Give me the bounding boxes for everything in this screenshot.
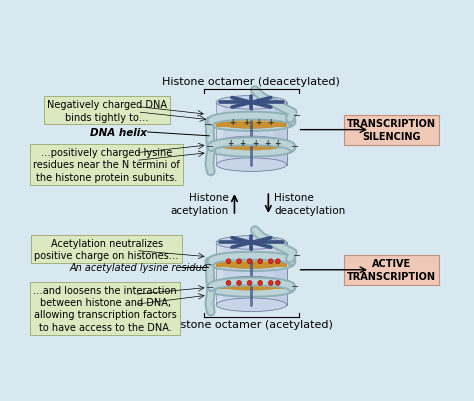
Bar <box>216 146 287 165</box>
Text: +: + <box>268 117 274 126</box>
Bar <box>216 141 287 149</box>
Ellipse shape <box>216 279 287 293</box>
Text: Acetylation neutralizes
positive charge on histones…: Acetylation neutralizes positive charge … <box>35 238 179 261</box>
Text: +: + <box>264 139 270 148</box>
Bar <box>274 146 287 165</box>
Bar <box>216 125 287 144</box>
Ellipse shape <box>216 115 287 129</box>
Text: Histone
deacetylation: Histone deacetylation <box>274 193 346 215</box>
Ellipse shape <box>275 259 280 264</box>
Bar <box>216 141 287 144</box>
Bar <box>274 265 287 284</box>
Bar <box>216 146 223 165</box>
Ellipse shape <box>216 279 287 291</box>
Ellipse shape <box>237 259 241 264</box>
Ellipse shape <box>216 117 287 130</box>
Bar <box>216 259 287 262</box>
Text: +: + <box>275 139 281 148</box>
Bar <box>216 243 223 262</box>
Ellipse shape <box>216 298 287 312</box>
Ellipse shape <box>216 158 287 172</box>
Text: +: + <box>227 139 233 148</box>
Text: Histone
acetylation: Histone acetylation <box>170 193 228 215</box>
Text: +: + <box>243 117 249 126</box>
Text: TRANSCRIPTION
SILENCING: TRANSCRIPTION SILENCING <box>347 119 436 142</box>
Text: ACTIVE
TRANSCRIPTION: ACTIVE TRANSCRIPTION <box>347 259 436 282</box>
Ellipse shape <box>216 236 287 249</box>
Text: +: + <box>229 117 235 126</box>
Ellipse shape <box>216 96 287 110</box>
Text: +: + <box>255 117 262 126</box>
Bar <box>216 281 287 289</box>
Bar <box>216 265 223 284</box>
Text: −: − <box>291 281 299 291</box>
Ellipse shape <box>216 255 287 269</box>
Ellipse shape <box>258 259 263 264</box>
Text: +: + <box>239 139 246 148</box>
Ellipse shape <box>247 259 252 264</box>
Text: −: − <box>206 282 214 292</box>
Text: −: − <box>204 260 212 269</box>
Text: …and loosens the interaction
between histone and DNA,
allowing transcription fac: …and loosens the interaction between his… <box>33 285 177 332</box>
Bar <box>216 119 287 128</box>
Text: Histone octamer (acetylated): Histone octamer (acetylated) <box>170 319 333 329</box>
Bar <box>274 125 287 144</box>
Bar <box>274 243 287 262</box>
Bar <box>216 265 287 284</box>
Ellipse shape <box>216 139 287 151</box>
Ellipse shape <box>226 281 231 286</box>
Text: −: − <box>206 142 214 152</box>
Ellipse shape <box>247 281 252 286</box>
Text: −: − <box>293 111 301 121</box>
Text: +: + <box>252 139 258 148</box>
Text: −: − <box>293 251 301 260</box>
Text: Negatively charged DNA
binds tightly to…: Negatively charged DNA binds tightly to… <box>46 100 167 122</box>
Bar <box>216 119 287 123</box>
Text: −: − <box>204 120 212 130</box>
Bar <box>216 259 287 267</box>
Ellipse shape <box>216 118 287 132</box>
Bar <box>216 125 223 144</box>
Text: …positively charged lysine
residues near the N termini of
the histone protein su: …positively charged lysine residues near… <box>33 148 180 182</box>
Ellipse shape <box>216 277 287 290</box>
Ellipse shape <box>258 281 263 286</box>
Bar <box>216 103 223 122</box>
Ellipse shape <box>275 281 280 286</box>
Bar <box>216 286 287 305</box>
Ellipse shape <box>268 259 273 264</box>
Text: −: − <box>291 142 299 152</box>
Bar <box>274 103 287 122</box>
Ellipse shape <box>268 281 273 286</box>
Ellipse shape <box>216 137 287 150</box>
Ellipse shape <box>226 259 231 264</box>
Text: Histone octamer (deacetylated): Histone octamer (deacetylated) <box>163 77 340 87</box>
Bar <box>216 286 223 305</box>
Bar <box>216 281 287 284</box>
Text: An acetylated lysine residue: An acetylated lysine residue <box>70 263 209 273</box>
Ellipse shape <box>216 140 287 153</box>
Bar <box>274 286 287 305</box>
Text: DNA helix: DNA helix <box>91 128 147 138</box>
Ellipse shape <box>216 258 287 271</box>
Ellipse shape <box>216 257 287 269</box>
Ellipse shape <box>237 281 241 286</box>
Bar <box>216 103 287 122</box>
Bar <box>216 243 287 262</box>
